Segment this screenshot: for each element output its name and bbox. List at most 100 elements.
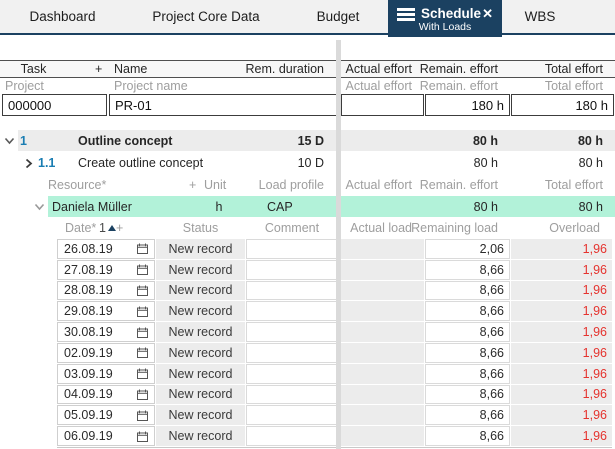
date-cell[interactable]: 04.09.19 bbox=[57, 384, 155, 405]
task-row-1[interactable]: 1 Outline concept 15 D 80 h 80 h bbox=[0, 130, 615, 151]
label-project-name: Project name bbox=[114, 79, 188, 93]
label-project: Project bbox=[5, 79, 44, 93]
project-subheader-row: Project Project name Actual effort Remai… bbox=[0, 78, 615, 94]
calendar-icon[interactable] bbox=[137, 347, 148, 359]
comment-cell[interactable] bbox=[246, 363, 338, 384]
calendar-icon[interactable] bbox=[137, 306, 148, 317]
tab-dashboard[interactable]: Dashboard bbox=[29, 9, 96, 24]
col-header-total-effort: Total effort bbox=[544, 62, 603, 76]
resource-name[interactable]: Daniela Müller bbox=[52, 199, 132, 214]
pane-divider[interactable] bbox=[336, 40, 341, 449]
calendar-icon[interactable] bbox=[137, 285, 148, 296]
chevron-right-icon[interactable] bbox=[25, 158, 33, 169]
overload-cell: 1,96 bbox=[511, 259, 612, 280]
project-remain-effort-field[interactable]: 180 h bbox=[425, 94, 510, 116]
col-header-rem-duration: Rem. duration bbox=[245, 62, 324, 76]
task-name[interactable]: Outline concept bbox=[78, 133, 173, 148]
status-cell: New record bbox=[156, 384, 245, 405]
remaining-load-cell[interactable]: 8,66 bbox=[425, 426, 510, 446]
resource-row[interactable]: Daniela Müller h CAP 80 h 80 h bbox=[0, 196, 615, 217]
remaining-load-cell[interactable]: 8,66 bbox=[425, 301, 510, 322]
status-cell: New record bbox=[156, 259, 245, 280]
task-row-1-highlight bbox=[18, 130, 615, 151]
status-cell: New record bbox=[156, 342, 245, 363]
col-header-task: Task bbox=[20, 62, 47, 76]
tab-project-core-data[interactable]: Project Core Data bbox=[152, 9, 260, 24]
col-header-date[interactable]: Date* bbox=[65, 221, 97, 235]
comment-cell[interactable] bbox=[246, 239, 338, 259]
comment-cell[interactable] bbox=[246, 405, 338, 426]
calendar-icon[interactable] bbox=[137, 431, 148, 442]
col-header-actual-effort: Actual effort bbox=[345, 62, 412, 76]
comment-cell[interactable] bbox=[246, 259, 338, 280]
remaining-load-cell[interactable]: 2,06 bbox=[425, 239, 510, 259]
calendar-icon[interactable] bbox=[137, 389, 148, 400]
calendar-icon[interactable] bbox=[137, 368, 148, 380]
task-row-1-1[interactable]: 1.1 Create outline concept 10 D 80 h 80 … bbox=[0, 152, 615, 173]
resource-unit: h bbox=[215, 199, 223, 214]
add-column-button[interactable]: + bbox=[95, 62, 103, 76]
remaining-load-cell[interactable]: 8,66 bbox=[425, 322, 510, 342]
task-id[interactable]: 1.1 bbox=[38, 155, 56, 170]
chevron-down-icon[interactable] bbox=[34, 203, 45, 211]
comment-cell[interactable] bbox=[246, 384, 338, 405]
date-cell[interactable]: 06.09.19 bbox=[57, 426, 155, 446]
tab-budget[interactable]: Budget bbox=[316, 9, 360, 24]
project-total-effort-field[interactable]: 180 h bbox=[511, 94, 614, 116]
date-cell[interactable]: 05.09.19 bbox=[57, 405, 155, 426]
remaining-load-cell[interactable]: 8,66 bbox=[425, 342, 510, 363]
tab-wbs[interactable]: WBS bbox=[524, 9, 556, 24]
status-cell: New record bbox=[156, 280, 245, 301]
calendar-icon[interactable] bbox=[137, 410, 148, 421]
date-cell[interactable]: 28.08.19 bbox=[57, 280, 155, 301]
label-total-effort: Total effort bbox=[544, 79, 603, 93]
remaining-load-cell[interactable]: 8,66 bbox=[425, 405, 510, 426]
remaining-load-cell[interactable]: 8,66 bbox=[425, 363, 510, 384]
col-header-actual-effort: Actual effort bbox=[345, 177, 412, 192]
comment-cell[interactable] bbox=[246, 426, 338, 446]
date-cell[interactable]: 29.08.19 bbox=[57, 301, 155, 322]
col-header-load-profile: Load profile bbox=[258, 177, 324, 192]
effort-header-row: Task + Name Rem. duration Actual effort … bbox=[0, 60, 615, 78]
remaining-load-cell[interactable]: 8,66 bbox=[425, 384, 510, 405]
status-cell: New record bbox=[156, 405, 245, 426]
status-cell: New record bbox=[156, 301, 245, 322]
task-remain-effort: 80 h bbox=[472, 133, 498, 148]
add-column-button[interactable]: + bbox=[116, 221, 124, 235]
load-row: 04.09.19 New record 8,66 1,96 bbox=[0, 384, 615, 405]
calendar-icon[interactable] bbox=[137, 327, 148, 338]
resource-row-highlight bbox=[48, 196, 615, 217]
comment-cell[interactable] bbox=[246, 280, 338, 301]
project-name-field[interactable]: PR-01 bbox=[109, 94, 338, 116]
remaining-load-cell[interactable]: 8,66 bbox=[425, 280, 510, 301]
col-header-total-effort: Total effort bbox=[544, 177, 603, 192]
add-column-button[interactable]: + bbox=[189, 177, 197, 192]
chevron-down-icon[interactable] bbox=[4, 137, 15, 145]
date-cell[interactable]: 27.08.19 bbox=[57, 259, 155, 280]
col-header-overload: Overload bbox=[549, 221, 600, 235]
date-cell[interactable]: 30.08.19 bbox=[57, 322, 155, 342]
calendar-icon[interactable] bbox=[137, 264, 148, 276]
project-id-field[interactable]: 000000 bbox=[2, 94, 107, 116]
menu-icon[interactable] bbox=[397, 8, 415, 21]
date-cell[interactable]: 26.08.19 bbox=[57, 239, 155, 259]
load-header-row: Date* 1 + Status Comment Actual load Rem… bbox=[0, 218, 615, 238]
overload-cell: 1,96 bbox=[511, 280, 612, 301]
tab-schedule-active[interactable]: Schedule ✕ With Loads bbox=[388, 0, 502, 37]
comment-cell[interactable] bbox=[246, 301, 338, 322]
sort-ascending-indicator[interactable]: 1 bbox=[99, 218, 119, 238]
project-actual-effort-field[interactable] bbox=[341, 94, 424, 116]
tab-schedule-sublabel: With Loads bbox=[418, 21, 472, 33]
date-cell[interactable]: 03.09.19 bbox=[57, 363, 155, 384]
comment-cell[interactable] bbox=[246, 322, 338, 342]
status-cell: New record bbox=[156, 239, 245, 259]
actual-load-cell bbox=[341, 322, 424, 342]
close-icon[interactable]: ✕ bbox=[482, 6, 493, 21]
task-name[interactable]: Create outline concept bbox=[78, 155, 204, 170]
comment-cell[interactable] bbox=[246, 342, 338, 363]
task-id[interactable]: 1 bbox=[20, 133, 27, 148]
remaining-load-cell[interactable]: 8,66 bbox=[425, 259, 510, 280]
calendar-icon[interactable] bbox=[137, 243, 148, 255]
status-cell: New record bbox=[156, 363, 245, 384]
date-cell[interactable]: 02.09.19 bbox=[57, 342, 155, 363]
